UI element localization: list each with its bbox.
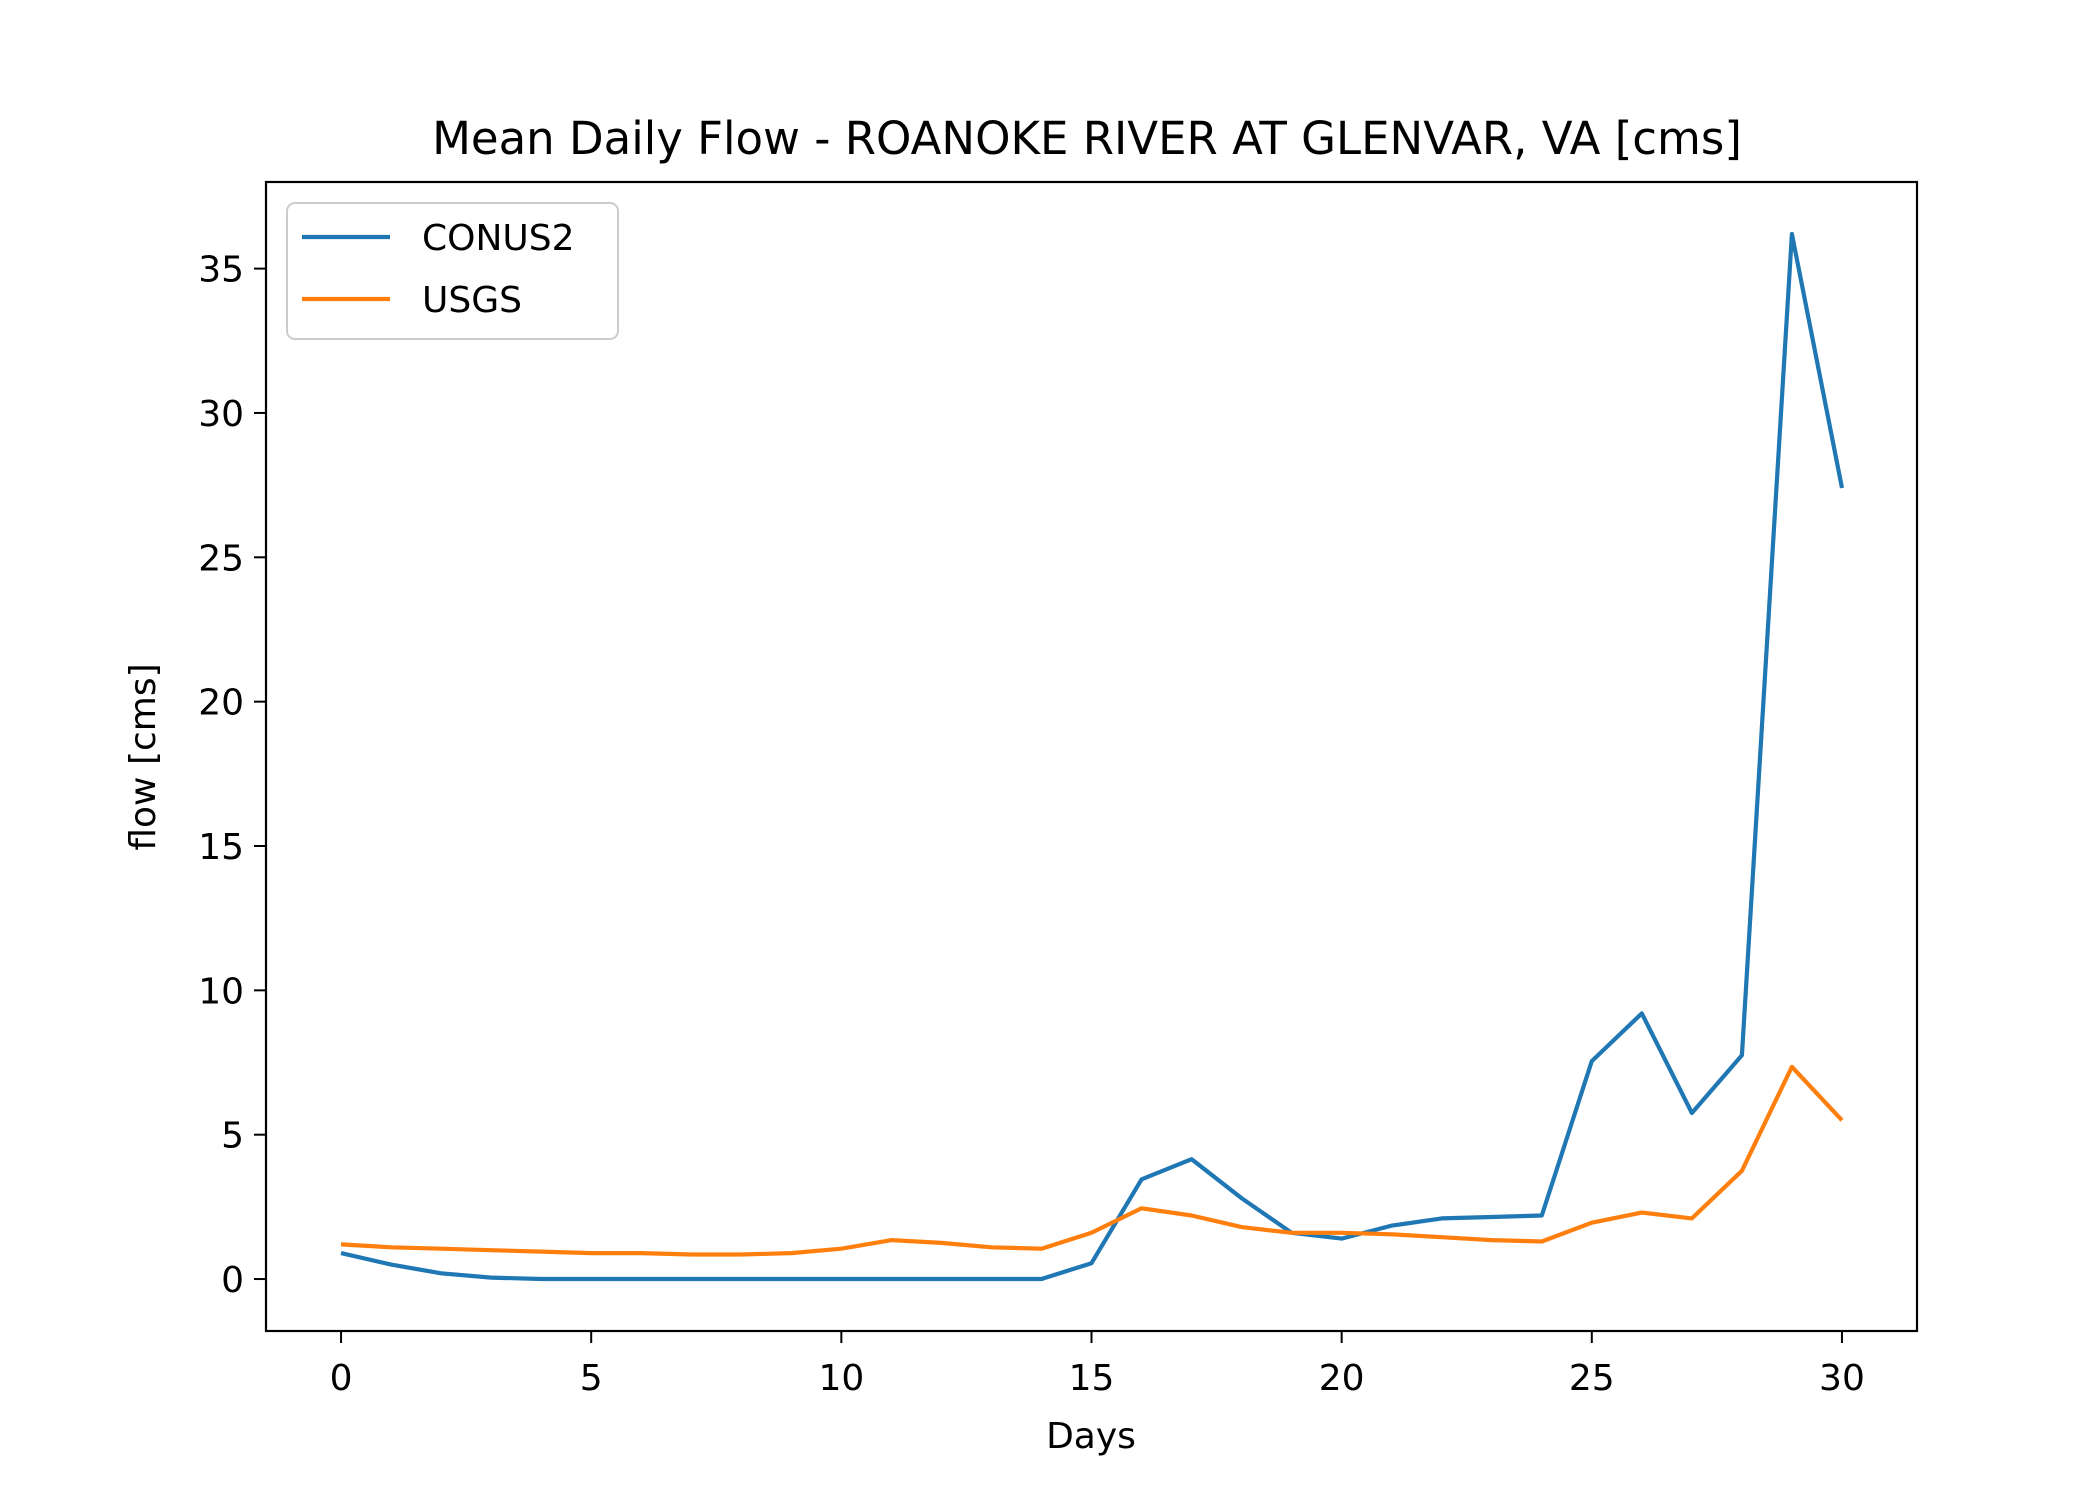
legend-label-usgs: USGS: [422, 280, 522, 321]
y-tick-label: 10: [198, 971, 244, 1012]
x-tick-label: 0: [330, 1358, 353, 1399]
legend-items: CONUS2 USGS: [302, 218, 575, 321]
legend-label-conus2: CONUS2: [422, 218, 575, 259]
y-tick-label: 20: [198, 683, 244, 724]
legend: CONUS2 USGS: [286, 202, 619, 340]
y-axis-label: flow [cms]: [123, 663, 164, 850]
y-tick-label: 0: [221, 1260, 244, 1301]
y-tick-label: 25: [198, 538, 244, 579]
chart-title: Mean Daily Flow - ROANOKE RIVER AT GLENV…: [432, 112, 1742, 165]
y-tick-label: 35: [198, 250, 244, 291]
x-tick-label: 30: [1819, 1358, 1865, 1399]
y-axis-ticks: 0 5 10 15 20 25 30 35: [198, 250, 266, 1301]
y-tick-label: 30: [198, 394, 244, 435]
x-tick-label: 5: [580, 1358, 603, 1399]
series-layer: [340, 231, 1845, 1282]
x-tick-label: 20: [1319, 1358, 1365, 1399]
plot-area: [266, 182, 1917, 1331]
y-tick-label: 15: [198, 827, 244, 868]
series-line-usgs: [340, 1064, 1844, 1257]
x-axis-label: Days: [1046, 1416, 1136, 1457]
y-tick-label: 5: [221, 1116, 244, 1157]
series-line-conus2: [340, 231, 1845, 1282]
x-tick-label: 15: [1069, 1358, 1115, 1399]
x-tick-label: 10: [818, 1358, 864, 1399]
plot-frame: [264, 180, 1919, 1333]
x-axis-ticks: 0 5 10 15 20 25 30: [330, 1331, 1865, 1399]
x-tick-label: 25: [1569, 1358, 1615, 1399]
